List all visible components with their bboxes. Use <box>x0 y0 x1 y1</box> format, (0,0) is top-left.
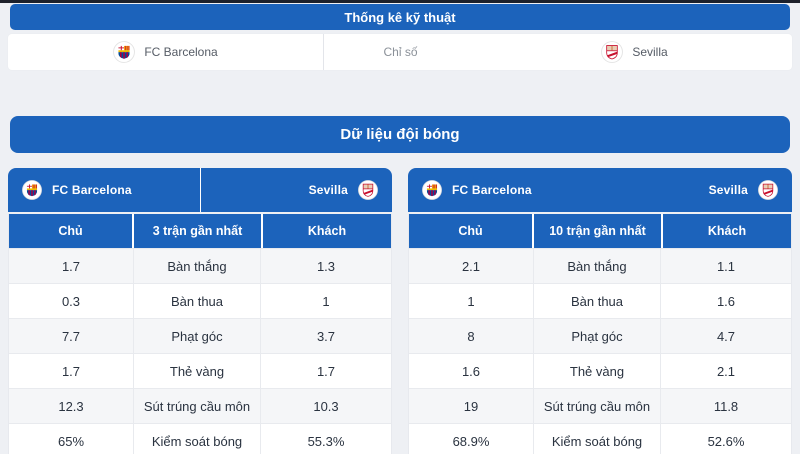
home-team-name: FC Barcelona <box>452 183 532 197</box>
away-value: 1.3 <box>316 258 336 274</box>
table-row: 2.1 Bàn thắng 1.1 <box>409 248 791 283</box>
table-row: 7.7 Phạt góc 3.7 <box>9 318 391 353</box>
stat-label: Sút trúng cầu môn <box>533 389 661 423</box>
column-header-away: Khách <box>263 214 391 248</box>
stat-label: Kiểm soát bóng <box>133 424 261 454</box>
sevilla-crest-icon <box>358 180 378 200</box>
home-value: 1 <box>467 293 475 309</box>
team-header-away: Sevilla <box>709 180 778 200</box>
home-value: 2.1 <box>461 258 481 274</box>
section-title: Dữ liệu đội bóng <box>340 126 460 143</box>
table-column-headers: Chủ 3 trận gần nhất Khách <box>9 214 391 248</box>
section-title-bar: Dữ liệu đội bóng <box>10 116 790 153</box>
team-header: FC Barcelona Sevilla <box>408 168 792 212</box>
table-row: 1.7 Thẻ vàng 1.7 <box>9 353 391 388</box>
home-value: 1.6 <box>461 363 481 379</box>
stat-label: Bàn thắng <box>533 249 661 283</box>
table-row: 1.6 Thẻ vàng 2.1 <box>409 353 791 388</box>
home-value: 19 <box>463 398 479 414</box>
sevilla-crest-icon <box>601 41 623 63</box>
stat-label: Phạt góc <box>533 319 661 353</box>
column-header-period: 3 trận gần nhất <box>134 214 261 248</box>
column-header-period: 10 trận gần nhất <box>534 214 661 248</box>
stat-label: Bàn thắng <box>133 249 261 283</box>
barcelona-crest-icon <box>422 180 442 200</box>
table-body: Chủ 3 trận gần nhất Khách 1.7 Bàn thắng … <box>8 214 392 454</box>
table-row: 12.3 Sút trúng cầu môn 10.3 <box>9 388 391 423</box>
match-home-team: FC Barcelona <box>8 34 323 70</box>
stat-label: Thẻ vàng <box>533 354 661 388</box>
sevilla-crest-icon <box>758 180 778 200</box>
table-rows: 1.7 Bàn thắng 1.3 0.3 Bàn thua 1 7.7 Phạ… <box>9 248 391 454</box>
home-team-name: FC Barcelona <box>52 183 132 197</box>
match-away-team: Sevilla <box>477 34 792 70</box>
home-value: 1.7 <box>61 363 81 379</box>
away-value: 1.6 <box>716 293 736 309</box>
column-header-home: Chủ <box>9 214 132 248</box>
column-header-away: Khách <box>663 214 791 248</box>
stat-label: Phạt góc <box>133 319 261 353</box>
top-edge-strip <box>0 0 800 3</box>
table-rows: 2.1 Bàn thắng 1.1 1 Bàn thua 1.6 8 Phạt … <box>409 248 791 454</box>
home-value: 7.7 <box>61 328 81 344</box>
home-value: 68.9% <box>452 433 490 449</box>
match-header-bar: FC Barcelona Chỉ số Sevilla <box>8 34 792 70</box>
stats-tables-container: FC Barcelona Sevilla Chủ 3 trận gần nhất… <box>0 168 800 454</box>
team-header-home: FC Barcelona <box>422 180 532 200</box>
away-value: 11.8 <box>713 398 739 414</box>
barcelona-crest-icon <box>113 41 135 63</box>
team-header-home: FC Barcelona <box>22 180 132 200</box>
table-column-headers: Chủ 10 trận gần nhất Khách <box>409 214 791 248</box>
away-value: 3.7 <box>316 328 336 344</box>
stat-label: Bàn thua <box>133 284 261 318</box>
away-value: 52.6% <box>707 433 745 449</box>
stats-table-10-matches: FC Barcelona Sevilla Chủ 10 trận gần nhấ… <box>408 168 792 454</box>
page-title-bar: Thống kê kỹ thuật <box>10 4 790 30</box>
stats-table-3-matches: FC Barcelona Sevilla Chủ 3 trận gần nhất… <box>8 168 392 454</box>
away-value: 1.7 <box>316 363 336 379</box>
table-row: 65% Kiểm soát bóng 55.3% <box>9 423 391 454</box>
stats-index-label: Chỉ số <box>323 34 477 70</box>
table-body: Chủ 10 trận gần nhất Khách 2.1 Bàn thắng… <box>408 214 792 454</box>
home-value: 0.3 <box>61 293 81 309</box>
table-row: 1.7 Bàn thắng 1.3 <box>9 248 391 283</box>
stat-label: Bàn thua <box>533 284 661 318</box>
away-value: 1 <box>322 293 330 309</box>
away-value: 4.7 <box>716 328 736 344</box>
table-row: 1 Bàn thua 1.6 <box>409 283 791 318</box>
barcelona-crest-icon <box>22 180 42 200</box>
team-header-away: Sevilla <box>309 180 378 200</box>
stat-label: Thẻ vàng <box>133 354 261 388</box>
team-header: FC Barcelona Sevilla <box>8 168 392 212</box>
home-value: 1.7 <box>61 258 81 274</box>
column-header-home: Chủ <box>409 214 532 248</box>
away-team-name: Sevilla <box>308 183 348 197</box>
stat-label: Sút trúng cầu môn <box>133 389 261 423</box>
page-title: Thống kê kỹ thuật <box>344 9 456 25</box>
home-value: 12.3 <box>58 398 84 414</box>
away-team-name: Sevilla <box>632 45 668 59</box>
home-team-name: FC Barcelona <box>144 45 218 59</box>
header-divider <box>200 168 201 212</box>
away-value: 1.1 <box>716 258 736 274</box>
table-row: 0.3 Bàn thua 1 <box>9 283 391 318</box>
home-value: 65% <box>57 433 85 449</box>
table-row: 68.9% Kiểm soát bóng 52.6% <box>409 423 791 454</box>
away-value: 2.1 <box>716 363 736 379</box>
away-team-name: Sevilla <box>708 183 748 197</box>
away-value: 10.3 <box>313 398 339 414</box>
home-value: 8 <box>467 328 475 344</box>
away-value: 55.3% <box>307 433 345 449</box>
table-row: 19 Sút trúng cầu môn 11.8 <box>409 388 791 423</box>
table-row: 8 Phạt góc 4.7 <box>409 318 791 353</box>
stat-label: Kiểm soát bóng <box>533 424 661 454</box>
